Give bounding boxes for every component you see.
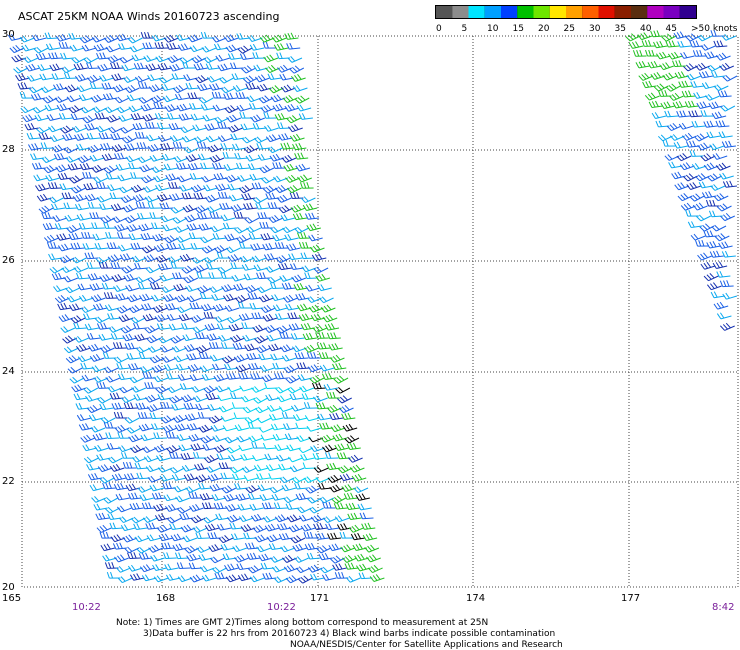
wind-barb-swath-right xyxy=(625,30,738,331)
wind-barb-swath-left xyxy=(7,31,385,584)
legend-label: 25 xyxy=(564,24,575,34)
legend-label: 30 xyxy=(589,24,601,34)
legend-label: 10 xyxy=(487,24,499,34)
legend-label: 15 xyxy=(513,24,524,34)
lat-label-30: 30 xyxy=(2,29,15,40)
lat-label-24: 24 xyxy=(2,366,15,377)
legend-swatch xyxy=(468,6,485,18)
plot-frame xyxy=(21,35,739,588)
legend-swatch xyxy=(517,6,534,18)
lon-label-177: 177 xyxy=(621,593,640,604)
legend-label: 5 xyxy=(462,24,468,34)
legend-swatch xyxy=(598,6,615,18)
lat-label-28: 28 xyxy=(2,144,15,155)
legend-swatch xyxy=(533,6,550,18)
legend-swatch xyxy=(566,6,583,18)
legend-swatch xyxy=(679,6,696,18)
legend-swatch xyxy=(436,6,453,18)
pass-time-3: 8:42 xyxy=(712,602,734,613)
legend-swatch xyxy=(663,6,680,18)
legend-label: >50 knots xyxy=(691,24,738,34)
lon-label-171: 171 xyxy=(310,593,329,604)
legend-swatch xyxy=(582,6,599,18)
legend-swatch xyxy=(647,6,664,18)
wind-speed-legend: 0 5 10 15 20 25 30 35 40 45 >50 knots xyxy=(435,5,738,34)
note-line-1: Note: 1) Times are GMT 2)Times along bot… xyxy=(116,618,488,628)
lat-lon-grid xyxy=(22,36,738,587)
note-line-3: NOAA/NESDIS/Center for Satellite Applica… xyxy=(290,640,563,650)
legend-label: 20 xyxy=(538,24,550,34)
pass-time-2: 10:22 xyxy=(267,602,296,613)
lon-label-168: 168 xyxy=(156,593,175,604)
lat-label-22: 22 xyxy=(2,476,15,487)
legend-swatch xyxy=(452,6,469,18)
lon-label-174: 174 xyxy=(466,593,485,604)
legend-swatch xyxy=(631,6,648,18)
legend-label: 0 xyxy=(436,24,442,34)
legend-label: 40 xyxy=(640,24,652,34)
lon-label-165: 165 xyxy=(2,593,21,604)
pass-time-1: 10:22 xyxy=(72,602,101,613)
legend-swatch xyxy=(614,6,631,18)
legend-label: 45 xyxy=(666,24,677,34)
legend-swatch xyxy=(484,6,501,18)
lat-label-20: 20 xyxy=(2,582,15,593)
legend-swatch xyxy=(549,6,566,18)
lat-label-26: 26 xyxy=(2,255,15,266)
legend-label: 35 xyxy=(615,24,626,34)
legend-swatch xyxy=(501,6,518,18)
map-title: ASCAT 25KM NOAA Winds 20160723 ascending xyxy=(18,10,279,23)
note-line-2: 3)Data buffer is 22 hrs from 20160723 4)… xyxy=(143,629,555,639)
